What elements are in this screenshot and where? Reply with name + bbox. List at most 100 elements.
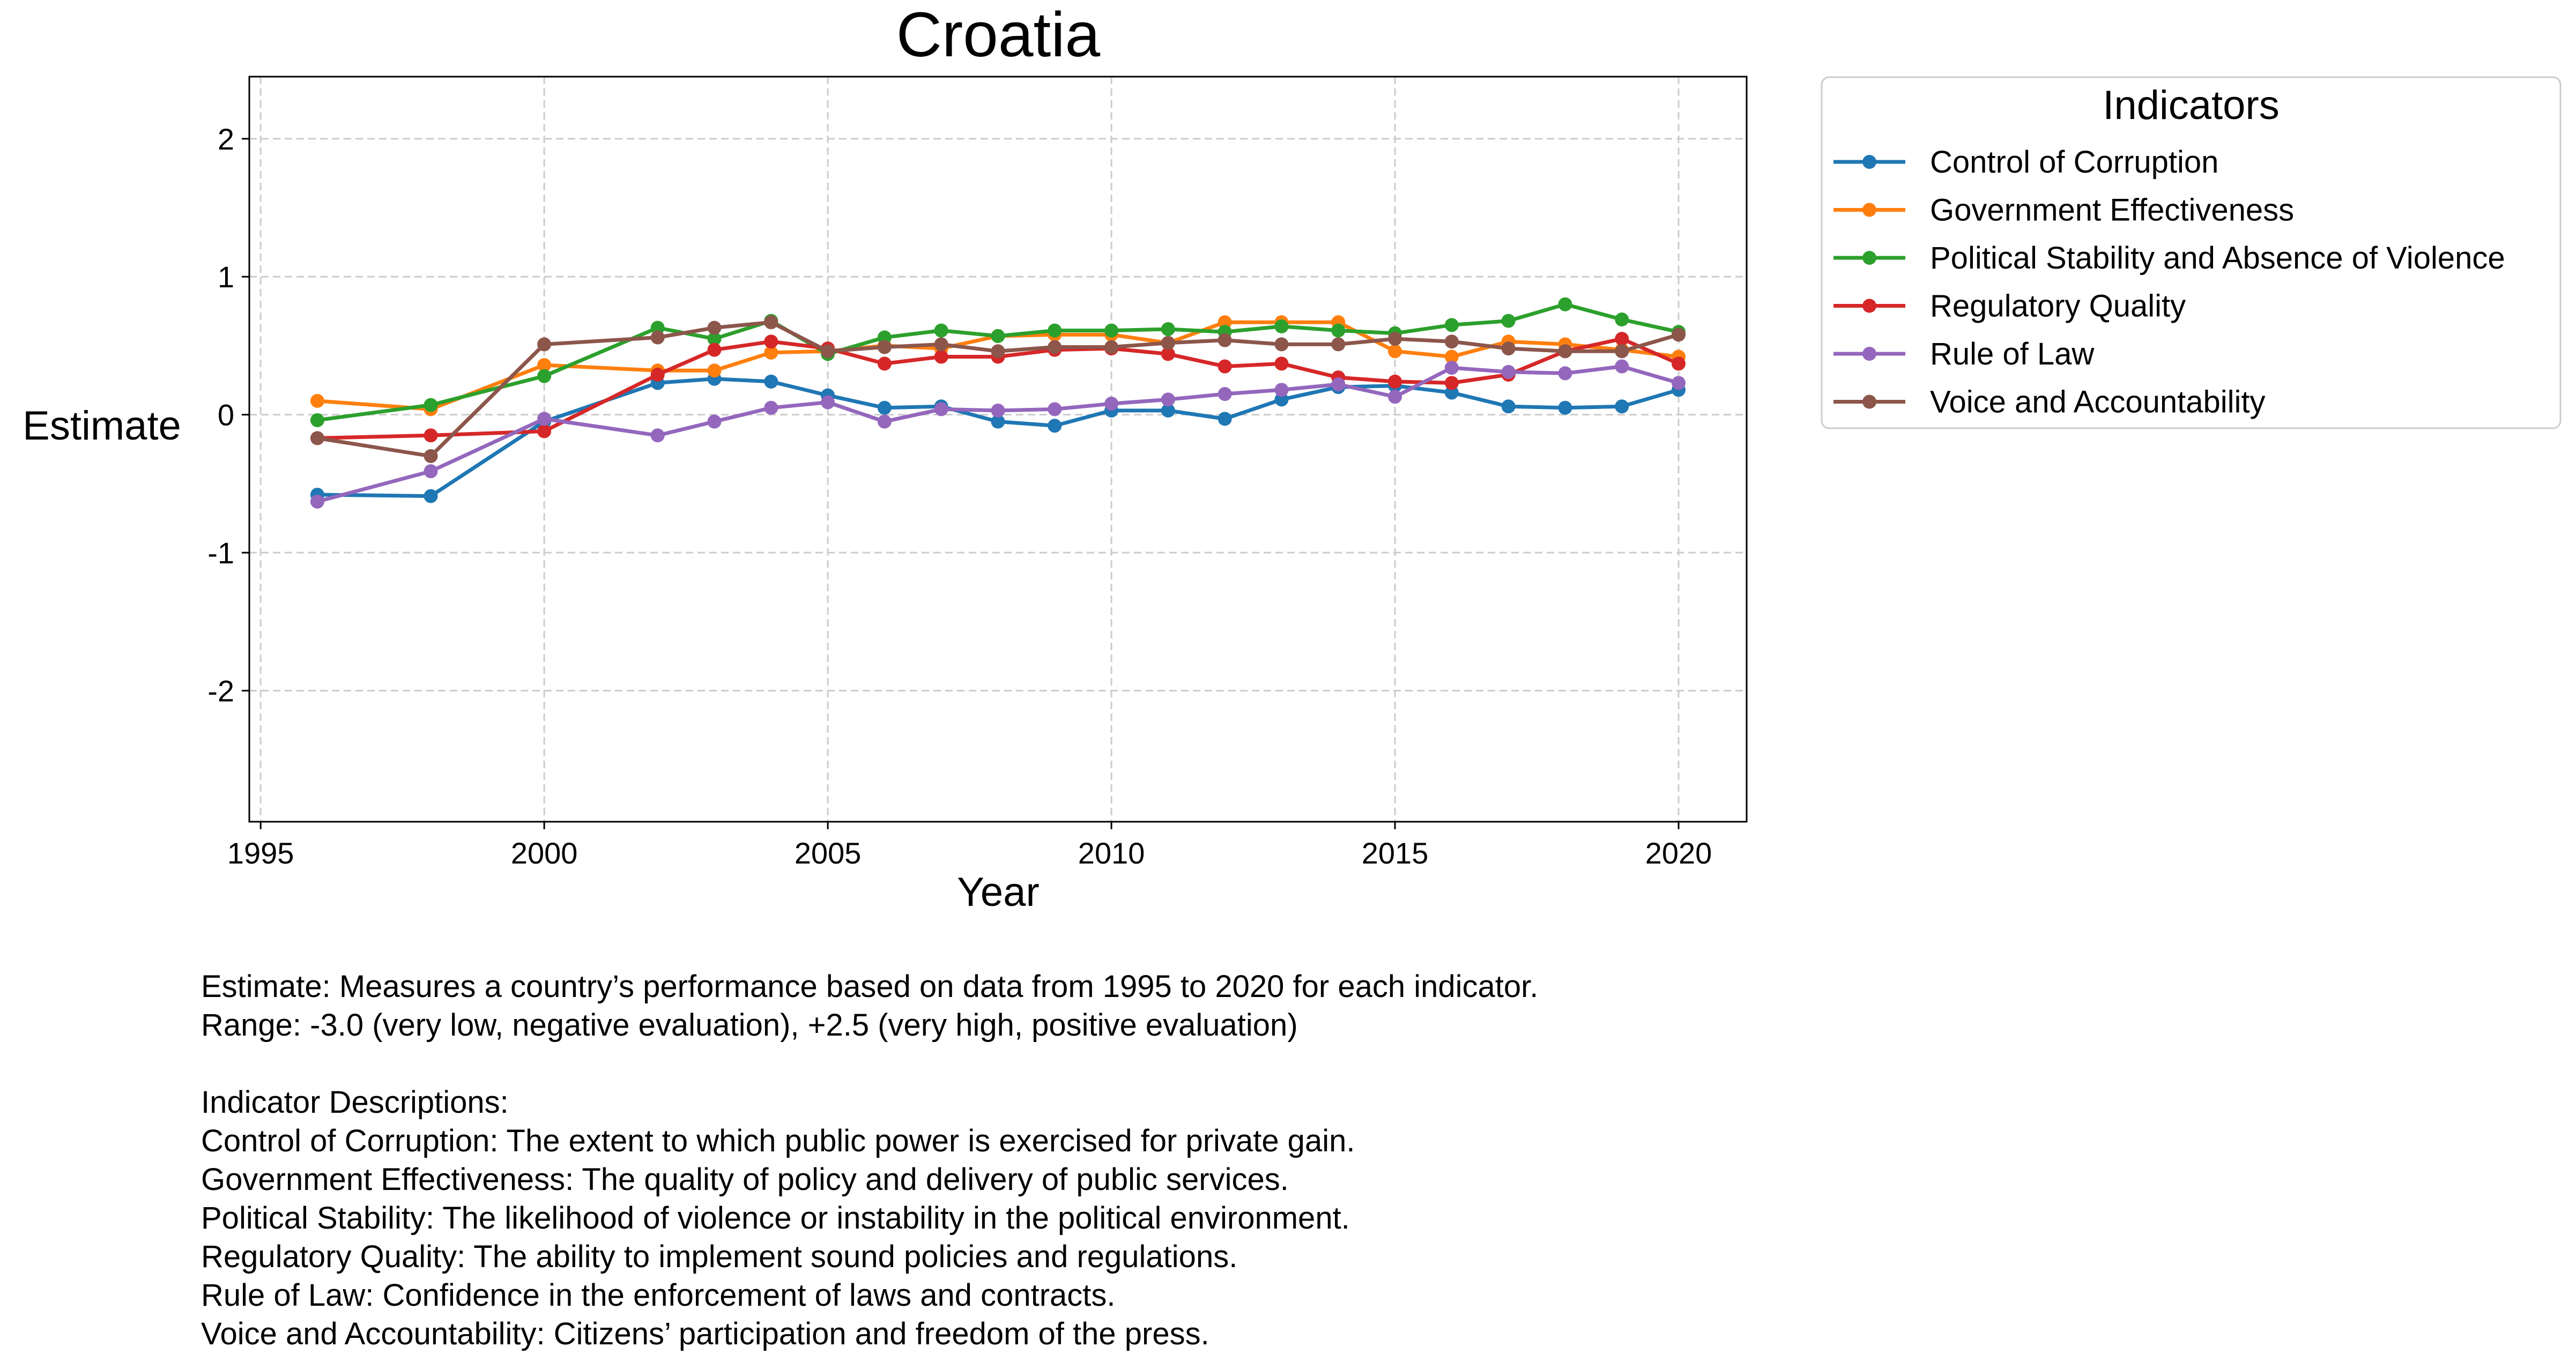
data-point-government-effectiveness [1388, 344, 1402, 359]
data-point-control-of-corruption [1161, 403, 1175, 418]
y-tick-label: -1 [207, 536, 234, 570]
data-point-rule-of-law [1501, 364, 1516, 379]
data-point-voice-and-accountability [821, 344, 835, 359]
legend-label: Control of Corruption [1930, 145, 2218, 180]
legend-swatch-marker [1862, 155, 1876, 169]
data-point-political-stability-and-absence-of-violence [1501, 314, 1516, 328]
data-point-rule-of-law [1444, 361, 1459, 375]
data-point-political-stability-and-absence-of-violence [650, 321, 665, 335]
data-point-control-of-corruption [1218, 412, 1232, 426]
data-point-rule-of-law [1161, 392, 1175, 407]
legend-swatch-marker [1862, 299, 1876, 313]
legend: Indicators Control of Corruption Governme… [1821, 76, 2562, 429]
legend-item-political-stability-and-absence-of-violence: Political Stability and Absence of Viole… [1833, 241, 2505, 276]
data-point-voice-and-accountability [877, 340, 892, 354]
legend-label: Voice and Accountability [1930, 385, 2266, 420]
data-point-voice-and-accountability [1104, 340, 1119, 354]
data-point-rule-of-law [707, 414, 722, 429]
legend-swatch-marker [1862, 347, 1876, 361]
data-point-voice-and-accountability [1218, 333, 1232, 347]
series-line-government-effectiveness [317, 320, 1679, 411]
data-point-regulatory-quality [1274, 356, 1289, 371]
data-point-government-effectiveness [1444, 349, 1459, 364]
data-point-control-of-corruption [424, 489, 438, 503]
data-point-government-effectiveness [537, 358, 552, 372]
legend-item-voice-and-accountability: Voice and Accountability [1833, 385, 2266, 420]
data-point-control-of-corruption [1444, 385, 1459, 400]
data-point-voice-and-accountability [934, 337, 948, 352]
data-point-voice-and-accountability [650, 330, 665, 345]
series-line-voice-and-accountability [317, 320, 1679, 458]
data-point-rule-of-law [991, 403, 1005, 418]
note-control-of-corruption: Control of Corruption: The extent to whi… [201, 1124, 1355, 1158]
data-point-regulatory-quality [707, 343, 722, 357]
data-point-rule-of-law [1558, 366, 1572, 381]
data-point-voice-and-accountability [1501, 341, 1516, 356]
note-voice-and-accountability: Voice and Accountability: Citizens’ part… [201, 1316, 1209, 1351]
data-point-political-stability-and-absence-of-violence [877, 330, 892, 345]
data-point-regulatory-quality [424, 428, 438, 443]
note-descriptions-heading: Indicator Descriptions: [201, 1085, 509, 1120]
series-line-control-of-corruption [317, 377, 1679, 498]
data-point-voice-and-accountability [537, 337, 552, 352]
data-point-political-stability-and-absence-of-violence [1104, 323, 1119, 338]
series-line-regulatory-quality [317, 337, 1680, 440]
data-point-rule-of-law [934, 402, 948, 416]
data-point-political-stability-and-absence-of-violence [1444, 318, 1459, 332]
legend-label: Political Stability and Absence of Viole… [1930, 241, 2505, 276]
data-point-voice-and-accountability [310, 431, 324, 445]
y-tick-label: 0 [218, 398, 234, 432]
data-point-rule-of-law [1274, 383, 1289, 397]
tick-layer: 1995 2000 2005 2010 2015 2020 -2 -1 0 1 2 [207, 122, 1712, 870]
data-point-regulatory-quality [650, 368, 665, 382]
data-point-regulatory-quality [934, 349, 948, 364]
data-point-rule-of-law [821, 395, 835, 410]
data-point-voice-and-accountability [707, 321, 722, 335]
data-point-rule-of-law [1388, 390, 1402, 404]
y-tick-label: -2 [207, 674, 234, 708]
note-political-stability: Political Stability: The likelihood of v… [201, 1201, 1350, 1236]
data-point-political-stability-and-absence-of-violence [1274, 319, 1289, 333]
x-tick-label: 2015 [1362, 836, 1429, 870]
data-point-rule-of-law [764, 400, 778, 415]
legend-swatch-marker [1862, 395, 1876, 409]
data-point-government-effectiveness [1218, 315, 1232, 330]
data-point-political-stability-and-absence-of-violence [707, 332, 722, 346]
data-point-regulatory-quality [537, 424, 552, 438]
data-point-political-stability-and-absence-of-violence [537, 369, 552, 383]
data-point-voice-and-accountability [764, 315, 778, 330]
data-point-control-of-corruption [1501, 399, 1516, 414]
data-point-voice-and-accountability [1161, 336, 1175, 350]
data-point-control-of-corruption [1558, 400, 1572, 415]
data-point-voice-and-accountability [1274, 337, 1289, 352]
y-tick-label: 1 [218, 260, 234, 294]
chart-title: Croatia [896, 0, 1101, 70]
data-point-voice-and-accountability [1331, 337, 1346, 352]
data-point-control-of-corruption [1274, 392, 1289, 407]
data-point-regulatory-quality [1388, 374, 1402, 389]
data-point-regulatory-quality [1218, 359, 1232, 374]
data-point-voice-and-accountability [1388, 332, 1402, 346]
data-point-voice-and-accountability [1615, 344, 1629, 359]
legend-item-government-effectiveness: Government Effectiveness [1833, 193, 2294, 228]
series-line-rule-of-law [317, 364, 1679, 504]
data-point-rule-of-law [1104, 397, 1119, 411]
data-point-political-stability-and-absence-of-violence [934, 323, 948, 338]
data-point-rule-of-law [310, 494, 324, 509]
legend-item-regulatory-quality: Regulatory Quality [1833, 289, 2186, 324]
data-point-voice-and-accountability [424, 449, 438, 463]
legend-items: Control of Corruption Government Effectiv… [1833, 145, 2505, 420]
data-point-government-effectiveness [764, 345, 778, 360]
data-point-voice-and-accountability [1444, 334, 1459, 349]
note-rule-of-law: Rule of Law: Confidence in the enforceme… [201, 1278, 1116, 1313]
legend-box [1821, 76, 2562, 429]
data-point-voice-and-accountability [1558, 344, 1572, 359]
x-tick-label: 2010 [1078, 836, 1145, 870]
data-point-regulatory-quality [1444, 376, 1459, 390]
data-point-rule-of-law [1331, 377, 1346, 392]
data-point-rule-of-law [1218, 387, 1232, 401]
data-point-rule-of-law [1615, 359, 1629, 374]
x-tick-label: 1995 [227, 836, 294, 870]
series-layer [310, 297, 1686, 509]
